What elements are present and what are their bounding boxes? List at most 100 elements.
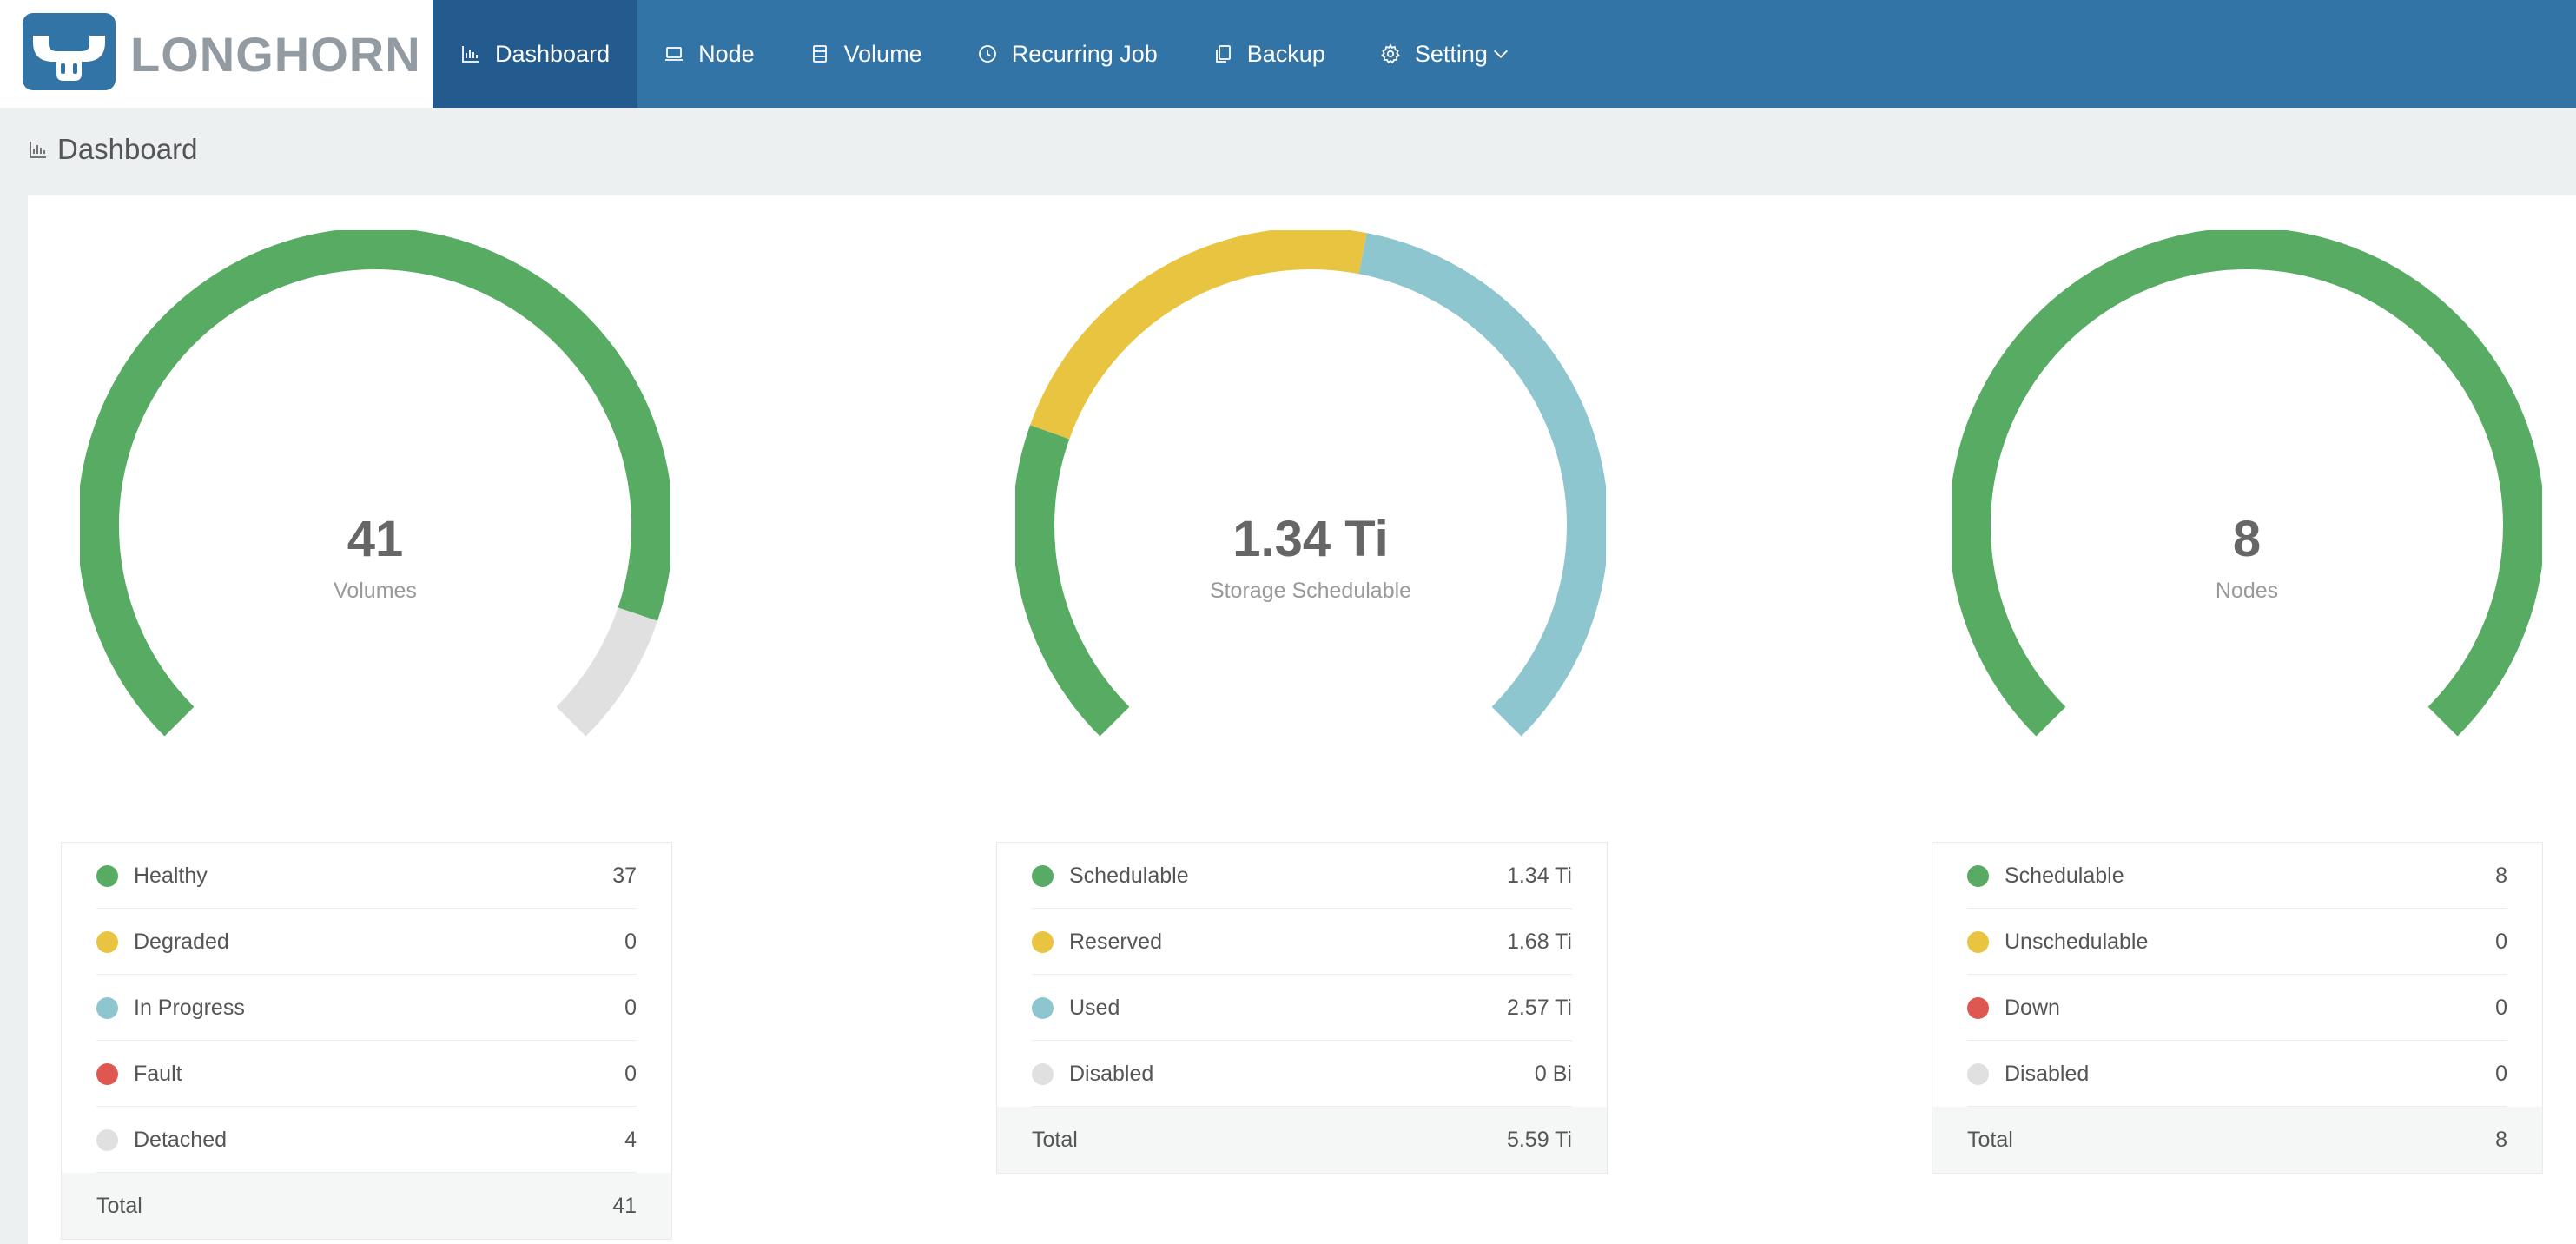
legend-label: Used — [1069, 995, 1120, 1020]
page-title-text: Dashboard — [57, 133, 198, 165]
top-navbar: LONGHORN Dashboard Node Volume Recurring… — [0, 0, 2576, 108]
total-label: Total — [1032, 1127, 1078, 1152]
gauge-segment-schedulable — [1949, 228, 2545, 737]
storage-gauge: 1.34 Ti Storage Schedulable — [1013, 228, 1608, 821]
status-dot-icon — [1967, 996, 1989, 1019]
status-dot-icon — [96, 930, 118, 953]
legend-label: Disabled — [2005, 1061, 2090, 1086]
status-dot-icon — [96, 1128, 118, 1151]
legend-row: In Progress 0 — [62, 975, 671, 1041]
legend-row: Degraded 0 — [62, 909, 671, 975]
clock-icon — [978, 45, 996, 63]
gauge-value: 1.34 Ti — [1232, 511, 1389, 567]
legend-label: Schedulable — [1069, 863, 1189, 888]
status-dot-icon — [1032, 996, 1054, 1019]
legend-row: Detached 4 — [62, 1107, 671, 1173]
legend-row: Schedulable 1.34 Ti — [997, 843, 1607, 909]
status-dot-icon — [96, 864, 118, 887]
bar-chart-icon — [30, 142, 46, 158]
storage-gauge-chart — [1013, 228, 1608, 737]
nav-setting[interactable]: Setting — [1354, 0, 1539, 108]
legend-label: Reserved — [1069, 929, 1162, 954]
legend-row: Disabled 0 Bi — [997, 1041, 1607, 1107]
legend-label: In Progress — [134, 995, 245, 1020]
nav-dashboard[interactable]: Dashboard — [433, 0, 638, 108]
legend-value: 0 — [624, 929, 637, 954]
database-icon — [812, 45, 827, 63]
nodes-legend: Schedulable 8 Unschedulable 0 Down 0 Disabled 0… — [1932, 842, 2543, 1174]
nav-volume[interactable]: Volume — [783, 0, 951, 108]
gauge-segment-healthy — [77, 228, 673, 737]
status-dot-icon — [1032, 1062, 1054, 1085]
chevron-down-icon — [1493, 50, 1508, 58]
legend-value: 0 — [2495, 929, 2507, 954]
legend-label: Unschedulable — [2005, 929, 2149, 954]
nav-label: Backup — [1246, 40, 1325, 67]
page-title: Dashboard — [28, 133, 197, 166]
legend-row: Healthy 37 — [62, 843, 671, 909]
main-nav: Dashboard Node Volume Recurring Job Back… — [433, 0, 1539, 108]
status-dot-icon — [1967, 930, 1989, 953]
gear-icon — [1380, 43, 1400, 64]
longhorn-logo-icon — [23, 13, 116, 90]
legend-row: Schedulable 8 — [1932, 843, 2542, 909]
legend-row: Disabled 0 — [1932, 1041, 2542, 1107]
legend-value: 37 — [612, 863, 637, 888]
gauge-label: Nodes — [2215, 579, 2279, 603]
total-value: 41 — [612, 1193, 637, 1218]
nav-label: Volume — [843, 40, 922, 67]
gauge-value: 41 — [347, 511, 404, 567]
legend-label: Degraded — [134, 929, 229, 954]
status-dot-icon — [1967, 864, 1989, 887]
legend-row: Down 0 — [1932, 975, 2542, 1041]
legend-label: Down — [2005, 995, 2060, 1020]
gauge-label: Storage Schedulable — [1209, 579, 1412, 603]
volumes-legend: Healthy 37 Degraded 0 In Progress 0 Fault 0 Deta… — [61, 842, 672, 1240]
legend-total-row: Total 5.59 Ti — [997, 1107, 1607, 1173]
brand-logo[interactable]: LONGHORN — [0, 0, 433, 108]
total-value: 5.59 Ti — [1506, 1127, 1572, 1152]
gauge-label: Volumes — [334, 579, 417, 603]
dashboard-panel: 41 Volumes 1.34 Ti Storage Schedulable 8… — [28, 195, 2576, 1244]
nodes-gauge: 8 Nodes — [1949, 228, 2545, 821]
copy-icon — [1215, 45, 1231, 63]
total-label: Total — [1967, 1127, 2013, 1152]
legend-row: Used 2.57 Ti — [997, 975, 1607, 1041]
legend-value: 0 — [624, 1061, 637, 1086]
nav-backup[interactable]: Backup — [1186, 0, 1354, 108]
laptop-icon — [665, 47, 684, 61]
legend-value: 1.34 Ti — [1506, 863, 1572, 888]
nav-label: Setting — [1414, 40, 1488, 67]
legend-value: 2.57 Ti — [1506, 995, 1572, 1020]
nav-node[interactable]: Node — [637, 0, 783, 108]
legend-label: Detached — [134, 1127, 228, 1152]
status-dot-icon — [96, 1062, 118, 1085]
legend-row: Reserved 1.68 Ti — [997, 909, 1607, 975]
legend-value: 1.68 Ti — [1506, 929, 1572, 954]
legend-value: 0 Bi — [1534, 1061, 1572, 1086]
status-dot-icon — [1967, 1062, 1989, 1085]
status-dot-icon — [1032, 930, 1054, 953]
legend-value: 0 — [2495, 995, 2507, 1020]
legend-total-row: Total 41 — [62, 1173, 671, 1239]
gauge-segment-reserved — [1030, 228, 1367, 440]
total-value: 8 — [2495, 1127, 2507, 1152]
nav-recurring-job[interactable]: Recurring Job — [951, 0, 1186, 108]
legend-row: Unschedulable 0 — [1932, 909, 2542, 975]
gauge-segment-schedulable — [1013, 425, 1130, 737]
nav-label: Recurring Job — [1011, 40, 1158, 67]
nodes-gauge-chart — [1949, 228, 2545, 737]
status-dot-icon — [96, 996, 118, 1019]
status-dot-icon — [1032, 864, 1054, 887]
storage-legend: Schedulable 1.34 Ti Reserved 1.68 Ti Used 2.5… — [996, 842, 1608, 1174]
legend-row: Fault 0 — [62, 1041, 671, 1107]
nav-label: Node — [698, 40, 755, 67]
total-label: Total — [96, 1193, 142, 1218]
legend-label: Fault — [134, 1061, 182, 1086]
legend-value: 8 — [2495, 863, 2507, 888]
legend-value: 0 — [624, 995, 637, 1020]
gauge-segment-detached — [556, 606, 657, 737]
nav-label: Dashboard — [495, 40, 611, 67]
legend-value: 4 — [624, 1127, 637, 1152]
legend-label: Healthy — [134, 863, 208, 888]
